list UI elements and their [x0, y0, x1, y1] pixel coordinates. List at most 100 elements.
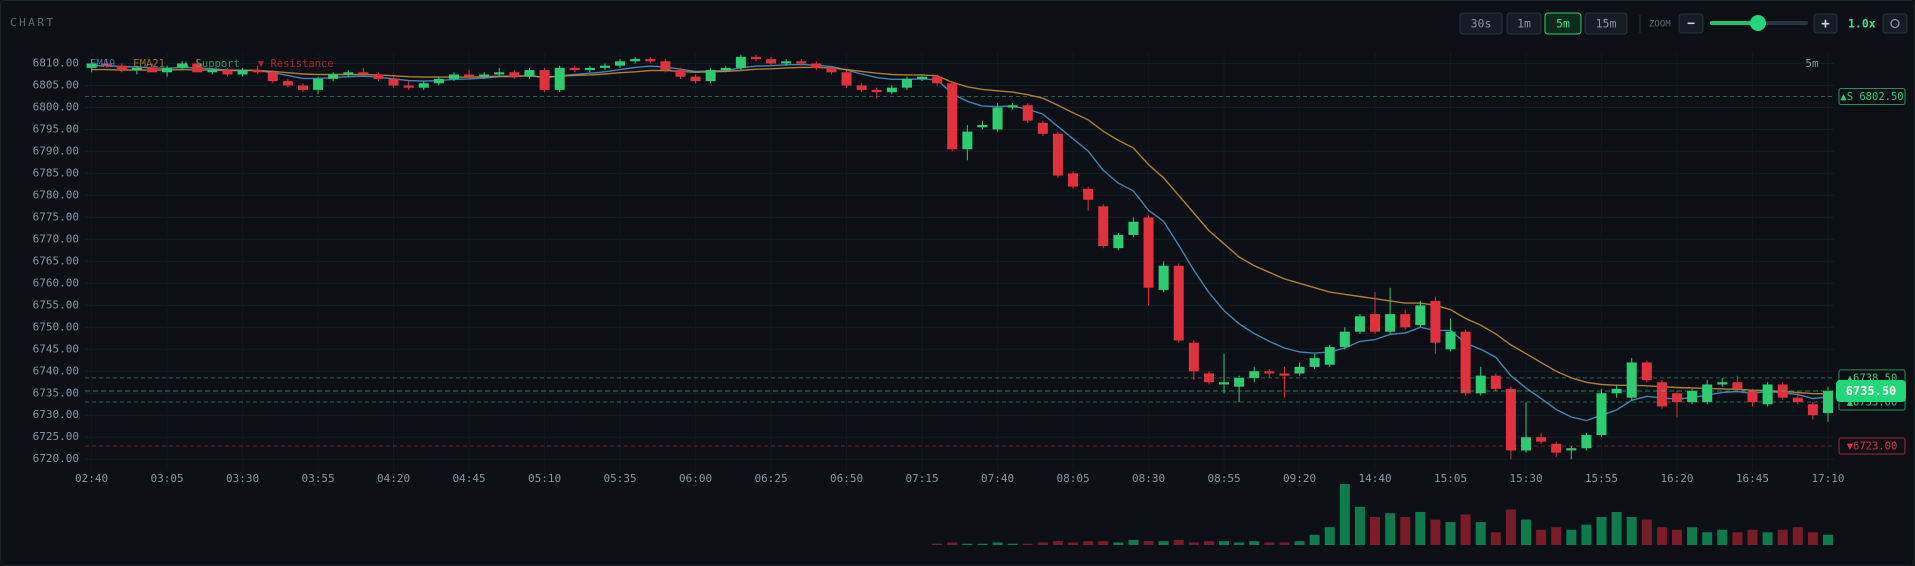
candle-body [1551, 443, 1562, 453]
candle-body [705, 70, 716, 82]
candle-body [252, 70, 263, 73]
volume-bar [962, 543, 973, 545]
zoom-slider-fill [1710, 21, 1758, 25]
volume-bar [1747, 529, 1758, 545]
interval-button-label: 5m [1556, 17, 1570, 31]
x-tick-label: 08:05 [1056, 472, 1089, 485]
candle-body [1098, 206, 1109, 246]
plot-area: 6720.00 6725.00 6730.00 6735.00 6740.00 6745.… [33, 52, 1906, 545]
candle-body [1430, 300, 1441, 343]
candle-body [418, 83, 429, 88]
candle-body [1445, 331, 1456, 350]
candle-body [630, 59, 641, 62]
candle-body [781, 61, 792, 64]
volume-bar [1385, 513, 1396, 545]
volume-bar [1807, 532, 1818, 545]
candle-body [146, 67, 157, 73]
candle-body [1747, 391, 1758, 403]
candle-body [569, 67, 580, 71]
candle-body [1370, 314, 1381, 332]
zoom-label: ZOOM [1649, 20, 1671, 30]
last-price-badge [1836, 380, 1906, 403]
level-label-bg [1838, 87, 1906, 105]
volume-bar [1188, 542, 1199, 545]
candle-body [207, 70, 218, 73]
volume-bar [1249, 541, 1260, 545]
volume-bar [1324, 527, 1335, 545]
level-label: ▲S 6802.50 [1840, 91, 1903, 103]
candle-body [1717, 382, 1728, 385]
candle-body [1052, 133, 1063, 176]
candle-body [539, 70, 550, 90]
candle-body [116, 65, 127, 71]
candle-body [1566, 448, 1577, 451]
x-tick-label: 06:50 [830, 472, 863, 485]
candle-body [373, 74, 384, 79]
candle-body [1687, 391, 1698, 403]
x-tick-label: 16:45 [1736, 472, 1769, 485]
interval-button[interactable]: 30s [1459, 12, 1503, 35]
candle-body [645, 59, 656, 62]
candle-body [1807, 404, 1818, 416]
candle-body [1505, 388, 1516, 451]
volume-bar [1264, 542, 1275, 545]
candle-body [1656, 382, 1667, 407]
x-tick-label: 06:25 [754, 472, 787, 485]
candle-body [358, 72, 369, 75]
interval-button-bg [1544, 12, 1582, 35]
candle-body [237, 70, 248, 75]
candle-body [1037, 122, 1048, 134]
x-tick-label: 07:40 [981, 472, 1014, 485]
candle-body [177, 63, 188, 68]
candle-body [1732, 382, 1743, 389]
candle-body [917, 76, 928, 79]
x-tick-label: 06:00 [679, 472, 712, 485]
candle-body [131, 67, 142, 71]
interval-button[interactable]: 1m [1506, 12, 1542, 35]
candle-body [1415, 305, 1426, 326]
y-tick-label: 6770.00 [33, 232, 79, 245]
candle-body [977, 125, 988, 128]
y-tick-label: 6720.00 [33, 452, 79, 465]
interval-button[interactable]: 15m [1584, 12, 1628, 35]
candle-body [524, 70, 535, 77]
x-tick-label: 17:10 [1811, 472, 1844, 485]
zoom-slider-knob[interactable] [1750, 15, 1766, 31]
interval-button[interactable]: 5m [1544, 12, 1582, 35]
x-tick-label: 08:30 [1132, 472, 1165, 485]
volume-bar [1445, 522, 1456, 545]
candle-body [1309, 358, 1320, 367]
candle-body [1596, 393, 1607, 436]
volume-bar [1143, 541, 1154, 545]
candle-body [584, 67, 595, 71]
legend-entry: ▲ Support [183, 58, 240, 70]
candle-body [1143, 217, 1154, 288]
candle-body [192, 63, 203, 73]
zoom-in-button[interactable]: + [1813, 13, 1838, 34]
candle-body [1324, 347, 1335, 365]
y-tick-label: 6725.00 [33, 430, 79, 443]
reset-button[interactable] [1882, 13, 1908, 34]
candle-body [720, 67, 731, 71]
y-tick-label: 6755.00 [33, 298, 79, 311]
x-tick-label: 04:20 [377, 472, 410, 485]
y-tick-label: 6775.00 [33, 210, 79, 223]
x-tick-label: 16:20 [1660, 472, 1693, 485]
volume-bar [1339, 484, 1350, 545]
candle-body [1702, 384, 1713, 403]
x-tick-label: 14:40 [1358, 472, 1391, 485]
timeframe-label: 5m [1805, 57, 1819, 70]
candle-body [1641, 362, 1652, 381]
x-tick-label: 05:10 [528, 472, 561, 485]
candle-body [871, 89, 882, 93]
candle-body [1792, 397, 1803, 403]
zoom-out-button[interactable]: − [1678, 13, 1704, 34]
y-tick-label: 6805.00 [33, 78, 79, 91]
volume-bar [1370, 517, 1381, 545]
y-tick-label: 6800.00 [33, 100, 79, 113]
candle-body [1460, 331, 1471, 394]
volume-bar [1158, 541, 1169, 545]
volume-bar [1672, 529, 1683, 545]
candle-body [1113, 234, 1124, 249]
candle-body [313, 78, 324, 90]
